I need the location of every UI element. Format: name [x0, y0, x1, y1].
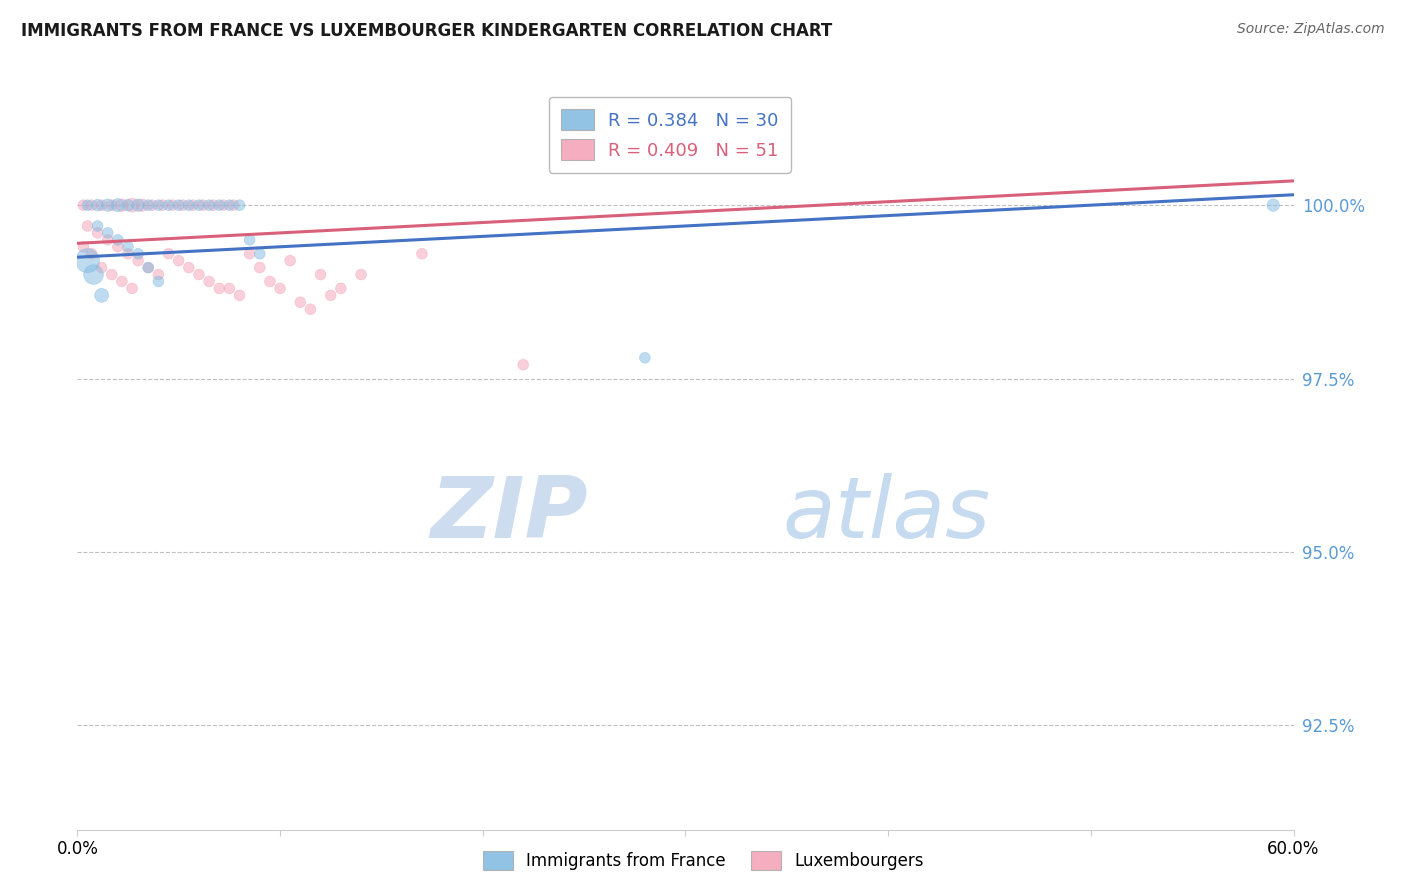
Point — [222, 198, 245, 212]
Point — [80, 198, 103, 212]
Point — [198, 198, 221, 212]
Point — [218, 281, 240, 295]
Point — [212, 198, 235, 212]
Point — [121, 281, 143, 295]
Point — [309, 268, 332, 282]
Point — [634, 351, 657, 365]
Point — [228, 288, 250, 302]
Point — [249, 260, 271, 275]
Point — [148, 275, 170, 289]
Point — [350, 268, 373, 282]
Legend: R = 0.384   N = 30, R = 0.409   N = 51: R = 0.384 N = 30, R = 0.409 N = 51 — [548, 97, 792, 173]
Point — [107, 198, 129, 212]
Point — [218, 198, 240, 212]
Point — [117, 246, 139, 260]
Point — [101, 268, 124, 282]
Point — [228, 198, 250, 212]
Point — [259, 275, 281, 289]
Point — [191, 198, 214, 212]
Point — [136, 198, 159, 212]
Point — [198, 275, 221, 289]
Text: atlas: atlas — [783, 474, 991, 557]
Point — [86, 198, 108, 212]
Point — [141, 198, 163, 212]
Point — [90, 260, 112, 275]
Point — [97, 233, 120, 247]
Point — [181, 198, 204, 212]
Text: Source: ZipAtlas.com: Source: ZipAtlas.com — [1237, 22, 1385, 37]
Point — [239, 246, 262, 260]
Point — [90, 288, 112, 302]
Point — [127, 253, 149, 268]
Point — [111, 198, 134, 212]
Legend: Immigrants from France, Luxembourgers: Immigrants from France, Luxembourgers — [477, 844, 929, 877]
Point — [411, 246, 433, 260]
Point — [249, 246, 271, 260]
Point — [131, 198, 153, 212]
Point — [177, 260, 200, 275]
Point — [111, 275, 134, 289]
Point — [101, 198, 124, 212]
Point — [117, 240, 139, 254]
Point — [152, 198, 174, 212]
Point — [208, 198, 231, 212]
Point — [188, 198, 211, 212]
Point — [319, 288, 342, 302]
Point — [329, 281, 352, 295]
Point — [76, 198, 98, 212]
Point — [117, 198, 139, 212]
Point — [72, 240, 94, 254]
Point — [80, 246, 103, 260]
Point — [290, 295, 312, 310]
Point — [86, 226, 108, 240]
Point — [127, 198, 149, 212]
Point — [167, 198, 190, 212]
Point — [177, 198, 200, 212]
Text: ZIP: ZIP — [430, 474, 588, 557]
Point — [107, 240, 129, 254]
Point — [127, 246, 149, 260]
Point — [136, 260, 159, 275]
Point — [208, 281, 231, 295]
Point — [512, 358, 534, 372]
Point — [148, 198, 170, 212]
Point — [239, 233, 262, 247]
Point — [202, 198, 225, 212]
Point — [136, 260, 159, 275]
Point — [269, 281, 291, 295]
Point — [76, 253, 98, 268]
Point — [76, 219, 98, 233]
Point — [148, 268, 170, 282]
Point — [86, 219, 108, 233]
Point — [162, 198, 184, 212]
Point — [278, 253, 301, 268]
Point — [157, 198, 180, 212]
Point — [299, 302, 322, 317]
Point — [167, 253, 190, 268]
Point — [90, 198, 112, 212]
Point — [83, 268, 105, 282]
Point — [72, 198, 94, 212]
Text: IMMIGRANTS FROM FRANCE VS LUXEMBOURGER KINDERGARTEN CORRELATION CHART: IMMIGRANTS FROM FRANCE VS LUXEMBOURGER K… — [21, 22, 832, 40]
Point — [107, 233, 129, 247]
Point — [172, 198, 194, 212]
Point — [157, 246, 180, 260]
Point — [188, 268, 211, 282]
Point — [121, 198, 143, 212]
Point — [97, 198, 120, 212]
Point — [1263, 198, 1285, 212]
Point — [97, 226, 120, 240]
